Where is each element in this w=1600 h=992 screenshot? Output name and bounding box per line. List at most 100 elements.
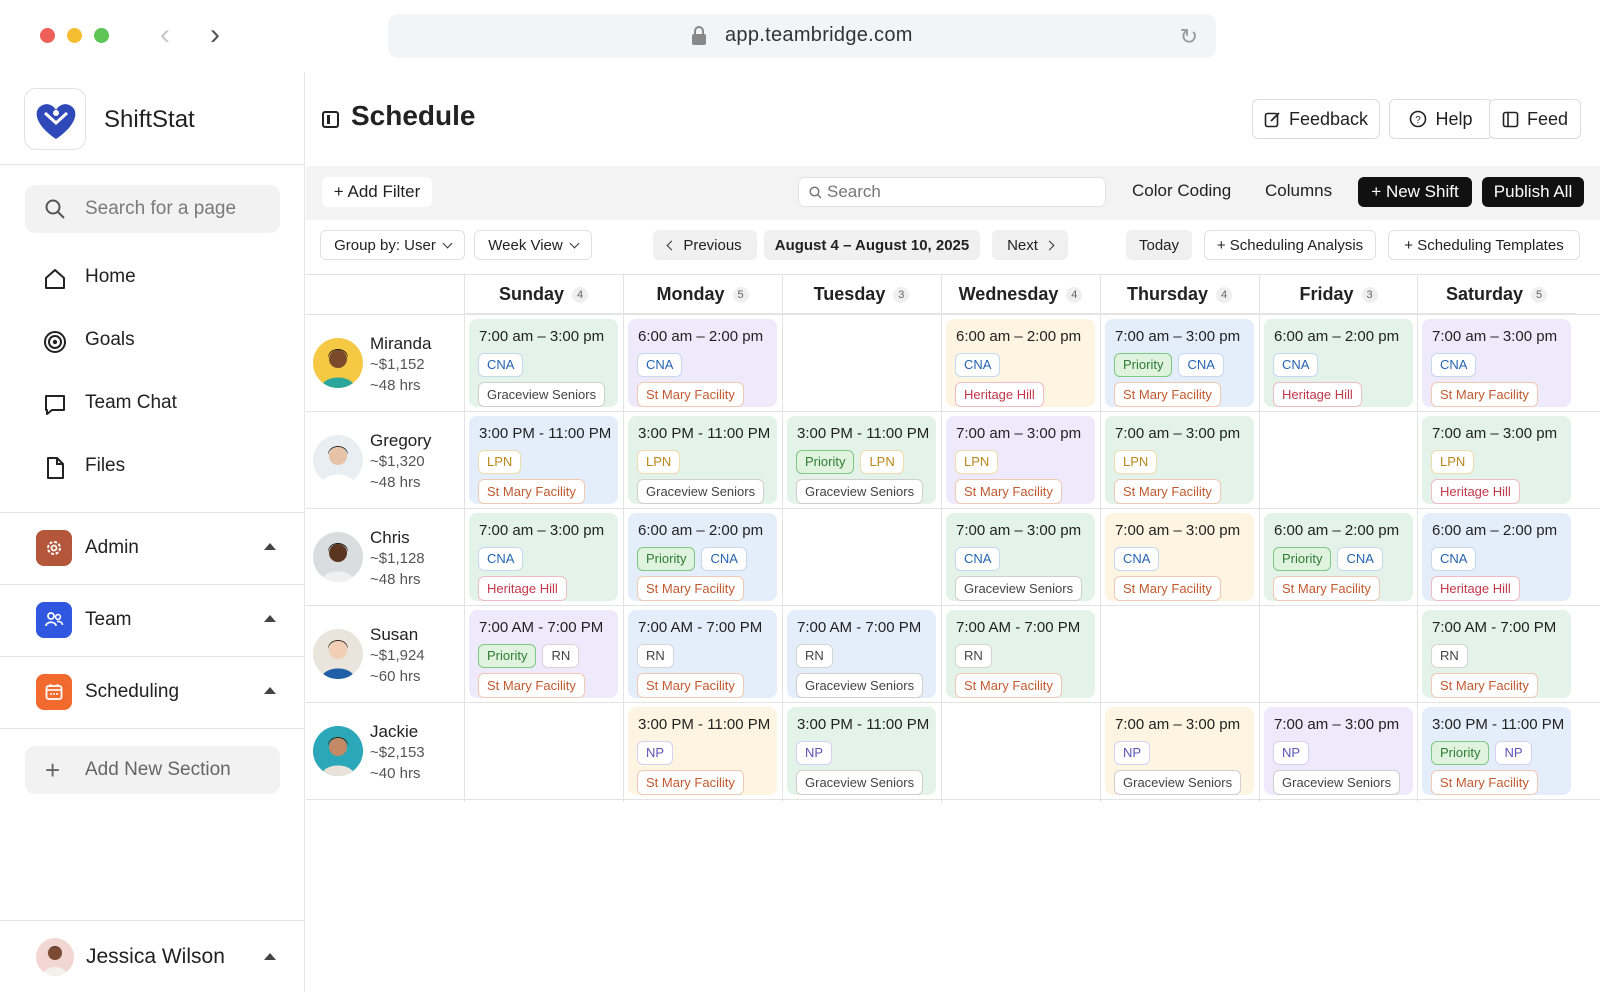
today-button[interactable]: Today (1126, 230, 1192, 260)
add-new-section-label: Add New Section (85, 759, 231, 780)
shift-card[interactable]: 3:00 PM - 11:00 PM Priority NP St Mary Faci… (1422, 707, 1571, 795)
shift-card[interactable]: 6:00 am – 2:00 pm Priority CNA St Mary Faci… (1264, 513, 1413, 601)
person-row-miranda[interactable]: Miranda ~$1,152 ~48 hrs (306, 314, 462, 410)
location-tag: St Mary Facility (637, 770, 744, 795)
scheduling-templates-button[interactable]: + Scheduling Templates (1388, 230, 1580, 260)
maximize-window-button[interactable] (94, 28, 109, 43)
search-placeholder: Search (827, 182, 881, 201)
day-header-tuesday[interactable]: Tuesday 3 (782, 274, 941, 314)
forward-arrow-icon[interactable]: › (210, 18, 220, 51)
day-name-text: Wednesday (958, 284, 1059, 304)
shift-time: 7:00 AM - 7:00 PM (797, 619, 922, 636)
shift-card[interactable]: 7:00 am – 3:00 pm CNA Graceview Seniors (469, 319, 618, 407)
day-header-friday[interactable]: Friday 3 (1259, 274, 1418, 314)
sidebar-item-files[interactable]: Files (42, 447, 282, 487)
person-row-gregory[interactable]: Gregory ~$1,320 ~48 hrs (306, 411, 462, 507)
new-shift-button[interactable]: + New Shift (1358, 177, 1472, 207)
day-name-text: Monday (656, 284, 725, 304)
shift-time: 6:00 am – 2:00 pm (1274, 522, 1400, 539)
shift-card[interactable]: 7:00 AM - 7:00 PM Priority RN St Mary Facil… (469, 610, 618, 698)
role-tag: LPN (860, 450, 904, 474)
shift-card[interactable]: 7:00 am – 3:00 pm LPN St Mary Facility (946, 416, 1095, 504)
person-row-jackie[interactable]: Jackie ~$2,153 ~40 hrs (306, 702, 462, 798)
role-tag: RN (955, 644, 992, 668)
shift-card[interactable]: 6:00 am – 2:00 pm CNA Heritage Hill (1264, 319, 1413, 407)
shift-card[interactable]: 7:00 AM - 7:00 PM RN St Mary Facility (628, 610, 777, 698)
page-search-input[interactable]: Search for a page (25, 185, 280, 233)
day-header-wednesday[interactable]: Wednesday 4 (941, 274, 1100, 314)
shift-card[interactable]: 7:00 am – 3:00 pm LPN Heritage Hill (1422, 416, 1571, 504)
grid-divider (1100, 274, 1101, 802)
shift-tags: NP (796, 741, 833, 765)
collapse-caret-icon[interactable] (264, 615, 276, 622)
shift-card[interactable]: 7:00 am – 3:00 pm CNA St Mary Facility (1105, 513, 1254, 601)
sidebar-item-home[interactable]: Home (42, 258, 282, 298)
shift-tags: LPN (1431, 450, 1475, 474)
role-tag: RN (796, 644, 833, 668)
chevron-down-icon (569, 238, 580, 248)
shift-card[interactable]: 7:00 am – 3:00 pm CNA Heritage Hill (469, 513, 618, 601)
date-range[interactable]: August 4 – August 10, 2025 (764, 230, 980, 260)
shift-card[interactable]: 6:00 am – 2:00 pm CNA St Mary Facility (628, 319, 777, 407)
sidebar-toggle-icon[interactable] (322, 111, 339, 128)
group-by-select[interactable]: Group by: User (320, 230, 465, 260)
section-admin[interactable]: Admin (36, 528, 276, 568)
shift-card[interactable]: 3:00 PM - 11:00 PM Priority LPN Graceview S… (787, 416, 936, 504)
day-name: Friday 3 (1259, 284, 1418, 305)
shift-card[interactable]: 7:00 AM - 7:00 PM RN St Mary Facility (946, 610, 1095, 698)
address-bar[interactable]: app.teambridge.com ↻ (388, 14, 1216, 58)
shift-card[interactable]: 3:00 PM - 11:00 PM LPN St Mary Facility (469, 416, 618, 504)
shift-card[interactable]: 7:00 AM - 7:00 PM RN St Mary Facility (1422, 610, 1571, 698)
role-tag: CNA (701, 547, 747, 571)
shift-card[interactable]: 6:00 am – 2:00 pm CNA Heritage Hill (946, 319, 1095, 407)
next-week-button[interactable]: Next (992, 230, 1068, 260)
back-arrow-icon[interactable]: ‹ (160, 18, 170, 51)
shift-card[interactable]: 3:00 PM - 11:00 PM NP St Mary Facility (628, 707, 777, 795)
user-menu[interactable]: Jessica Wilson (36, 936, 276, 980)
shift-card[interactable]: 3:00 PM - 11:00 PM NP Graceview Seniors (787, 707, 936, 795)
shift-card[interactable]: 7:00 am – 3:00 pm NP Graceview Seniors (1264, 707, 1413, 795)
help-button[interactable]: ? Help (1389, 99, 1493, 139)
close-window-button[interactable] (40, 28, 55, 43)
section-team[interactable]: Team (36, 600, 276, 640)
color-coding-button[interactable]: Color Coding (1132, 181, 1232, 200)
collapse-caret-icon[interactable] (264, 953, 276, 960)
shift-card[interactable]: 7:00 am – 3:00 pm CNA St Mary Facility (1422, 319, 1571, 407)
location-tag: St Mary Facility (637, 382, 744, 407)
shift-card[interactable]: 3:00 PM - 11:00 PM LPN Graceview Seniors (628, 416, 777, 504)
location-tag: St Mary Facility (1431, 382, 1538, 407)
section-scheduling[interactable]: Scheduling (36, 672, 276, 712)
add-new-section-button[interactable]: + Add New Section (25, 746, 280, 794)
person-row-chris[interactable]: Chris ~$1,128 ~48 hrs (306, 508, 462, 604)
columns-button[interactable]: Columns (1265, 181, 1333, 200)
shift-card[interactable]: 7:00 AM - 7:00 PM RN Graceview Seniors (787, 610, 936, 698)
sidebar-item-goals[interactable]: Goals (42, 321, 282, 361)
previous-week-button[interactable]: Previous (653, 230, 757, 260)
view-select[interactable]: Week View (474, 230, 592, 260)
help-label: Help (1435, 108, 1473, 129)
schedule-search-input[interactable]: Search (798, 177, 1106, 207)
shift-card[interactable]: 7:00 am – 3:00 pm LPN St Mary Facility (1105, 416, 1254, 504)
shift-card[interactable]: 6:00 am – 2:00 pm Priority CNA St Mary Faci… (628, 513, 777, 601)
shift-card[interactable]: 7:00 am – 3:00 pm Priority CNA St Mary Faci… (1105, 319, 1254, 407)
day-header-sunday[interactable]: Sunday 4 (464, 274, 623, 314)
day-header-monday[interactable]: Monday 5 (623, 274, 782, 314)
collapse-caret-icon[interactable] (264, 543, 276, 550)
day-header-saturday[interactable]: Saturday 5 (1417, 274, 1576, 314)
schedule-toolbar: + Add Filter Search Color Coding Columns… (306, 166, 1600, 220)
feed-button[interactable]: Feed (1489, 99, 1581, 139)
shift-card[interactable]: 7:00 am – 3:00 pm CNA Graceview Seniors (946, 513, 1095, 601)
day-header-thursday[interactable]: Thursday 4 (1100, 274, 1259, 314)
sidebar-item-team-chat[interactable]: Team Chat (42, 384, 282, 424)
add-filter-button[interactable]: + Add Filter (322, 177, 432, 207)
person-row-susan[interactable]: Susan ~$1,924 ~60 hrs (306, 605, 462, 701)
shift-card[interactable]: 6:00 am – 2:00 pm CNA Heritage Hill (1422, 513, 1571, 601)
collapse-caret-icon[interactable] (264, 687, 276, 694)
feedback-button[interactable]: Feedback (1252, 99, 1380, 139)
minimize-window-button[interactable] (67, 28, 82, 43)
reload-icon[interactable]: ↻ (1179, 24, 1198, 49)
role-tag: CNA (478, 353, 524, 377)
publish-all-button[interactable]: Publish All (1482, 177, 1584, 207)
shift-card[interactable]: 7:00 am – 3:00 pm NP Graceview Seniors (1105, 707, 1254, 795)
scheduling-analysis-button[interactable]: + Scheduling Analysis (1204, 230, 1376, 260)
